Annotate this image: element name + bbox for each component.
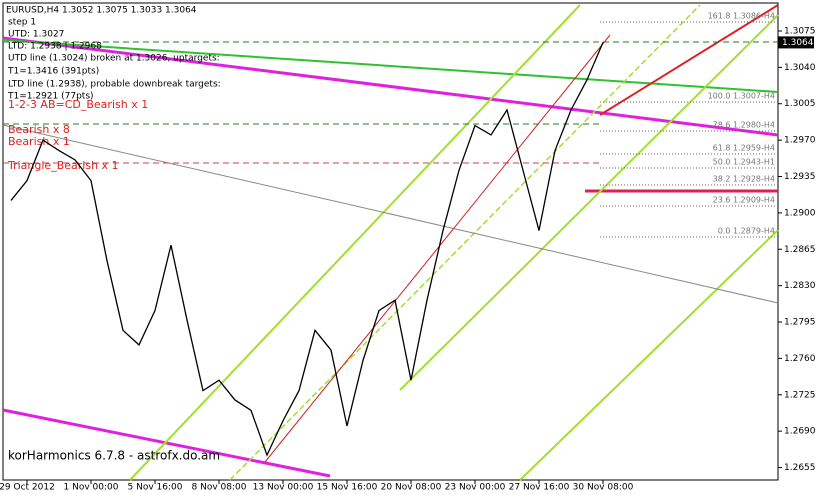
annotation: 1-2-3 AB=CD_Bearish x 1 bbox=[8, 98, 148, 111]
trendline bbox=[264, 34, 611, 463]
footer: korHarmonics 6.7.8 - astrofx.do.am bbox=[8, 449, 220, 463]
x-tick-label: 20 Nov 08:00 bbox=[381, 483, 442, 493]
y-tick-label: 1.2935 bbox=[784, 172, 816, 182]
price-line bbox=[10, 42, 604, 457]
overlays bbox=[2, 4, 779, 481]
channel-line bbox=[229, 4, 701, 481]
annotation: UTD: 1.3027 bbox=[8, 30, 64, 40]
y-tick-label: 1.2795 bbox=[784, 318, 816, 328]
y-tick-label: 1.2655 bbox=[784, 463, 816, 473]
current-price-box bbox=[778, 36, 814, 49]
y-tick-label: 1.3005 bbox=[784, 99, 816, 109]
annotation: Bearish x 1 bbox=[8, 135, 70, 148]
y-tick-label: 1.2970 bbox=[784, 136, 816, 146]
channel-line bbox=[519, 229, 779, 481]
fib-label: 23.6 1.2909-H4 bbox=[713, 196, 775, 205]
x-tick-label: 1 Nov 00:00 bbox=[64, 483, 119, 493]
x-tick-label: 27 Nov 16:00 bbox=[509, 483, 570, 493]
annotation: LTD line (1.2938), probable downbreak ta… bbox=[8, 80, 221, 90]
x-tick-label: 30 Nov 08:00 bbox=[573, 483, 634, 493]
y-tick-label: 1.2760 bbox=[784, 354, 816, 364]
y-tick-label: 1.2690 bbox=[784, 427, 816, 437]
trendline bbox=[599, 4, 779, 116]
fib-label: 61.8 1.2959-H4 bbox=[713, 144, 775, 153]
annotation: UTD line (1.3024) broken at 1.3026, upta… bbox=[8, 54, 220, 64]
trendline bbox=[2, 124, 779, 304]
y-tick-label: 1.2725 bbox=[784, 390, 816, 400]
chart-title: EURUSD,H4 1.3052 1.3075 1.3033 1.3064 bbox=[6, 6, 197, 16]
y-tick-label: 1.3075 bbox=[784, 26, 816, 36]
fib-label: 50.0 1.2943-H1 bbox=[713, 158, 775, 167]
trendline bbox=[2, 36, 779, 137]
annotation: LTD: 1.2938 | 1.2968 bbox=[8, 42, 102, 52]
annotation: Triangle_Bearish x 1 bbox=[7, 159, 119, 172]
fib-label: 100.0 1.3007-H4 bbox=[708, 92, 775, 101]
fib-label: 0.0 1.2879-H4 bbox=[718, 227, 775, 236]
x-tick-label: 15 Nov 16:00 bbox=[317, 483, 378, 493]
y-tick-label: 1.2900 bbox=[784, 208, 816, 218]
x-tick-label: 23 Nov 00:00 bbox=[445, 483, 506, 493]
channel-line bbox=[399, 14, 779, 391]
trendline bbox=[2, 39, 779, 93]
fib-label: 78.6 1.2980-H4 bbox=[713, 121, 775, 130]
x-tick-label: 5 Nov 16:00 bbox=[128, 483, 183, 493]
channel-line bbox=[129, 4, 581, 481]
annotation: T1=1.3416 (391pts) bbox=[7, 67, 99, 77]
annotation: T1=1.2921 (77pts) bbox=[7, 92, 94, 102]
y-tick-label: 1.2865 bbox=[784, 245, 816, 255]
y-tick-label: 1.2830 bbox=[784, 281, 816, 291]
x-tick-label: 13 Nov 00:00 bbox=[253, 483, 314, 493]
x-tick-label: 8 Nov 08:00 bbox=[192, 483, 247, 493]
trendline bbox=[2, 408, 331, 478]
x-tick-label: 29 Oct 2012 bbox=[0, 483, 55, 493]
annotation: step 1 bbox=[8, 18, 36, 28]
fib-label: 38.2 1.2928-H4 bbox=[713, 175, 775, 184]
fib-group: 161.8 1.3086-H4 100.0 1.3007-H4 78.6 1.298… bbox=[600, 12, 778, 238]
y-tick-label: 1.3040 bbox=[784, 63, 816, 73]
current-price-label: 1.3064 bbox=[782, 38, 814, 48]
annotation: Bearish x 8 bbox=[8, 123, 70, 136]
plot-frame bbox=[2, 2, 779, 481]
fib-label: 161.8 1.3086-H4 bbox=[708, 12, 775, 21]
